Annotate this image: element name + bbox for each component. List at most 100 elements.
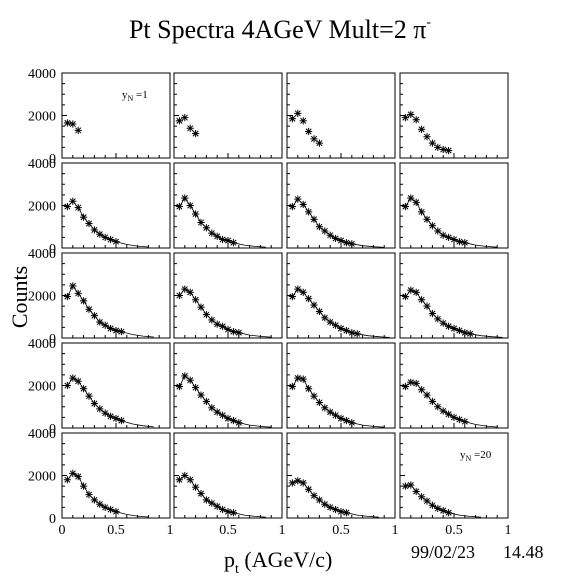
data-point bbox=[294, 109, 302, 117]
data-point bbox=[428, 309, 436, 318]
x-axis-label-sub: t bbox=[235, 562, 239, 577]
data-point bbox=[445, 146, 453, 155]
data-point-stroke bbox=[96, 405, 103, 412]
data-point-stroke bbox=[64, 203, 71, 210]
data-point bbox=[445, 410, 453, 418]
panel-4 bbox=[399, 72, 509, 159]
data-point bbox=[192, 210, 200, 218]
data-point bbox=[63, 119, 71, 127]
data-point-stroke bbox=[102, 234, 109, 241]
data-point-stroke bbox=[440, 407, 447, 415]
chart-title: Pt Spectra 4AGeV Mult=2 π- bbox=[129, 15, 431, 44]
data-point bbox=[181, 372, 189, 380]
data-point bbox=[434, 403, 442, 411]
data-point bbox=[455, 326, 463, 335]
data-point bbox=[412, 487, 420, 496]
data-point-stroke bbox=[423, 497, 431, 505]
data-point bbox=[348, 240, 356, 248]
data-point-stroke bbox=[192, 210, 199, 218]
panel-frame bbox=[286, 72, 396, 159]
data-point bbox=[112, 414, 120, 423]
data-point bbox=[326, 318, 334, 326]
data-point bbox=[423, 497, 431, 505]
data-point bbox=[63, 202, 71, 211]
data-point bbox=[326, 408, 334, 416]
data-point bbox=[63, 381, 71, 390]
data-point bbox=[202, 311, 210, 319]
data-point-stroke bbox=[402, 203, 409, 210]
data-point-stroke bbox=[445, 509, 452, 516]
data-point-stroke bbox=[176, 292, 183, 299]
data-point-stroke bbox=[69, 198, 76, 205]
data-point bbox=[202, 496, 210, 504]
data-point bbox=[80, 385, 88, 393]
data-point-stroke bbox=[310, 302, 318, 309]
data-point bbox=[288, 382, 296, 391]
data-point-stroke bbox=[75, 127, 82, 134]
data-point-stroke bbox=[80, 214, 87, 221]
data-point bbox=[202, 397, 210, 406]
x-tick-label: 1 bbox=[505, 523, 512, 538]
data-point-stroke bbox=[102, 322, 109, 329]
data-point-stroke bbox=[289, 383, 296, 390]
data-point-stroke bbox=[423, 133, 431, 140]
data-point-stroke bbox=[316, 223, 323, 230]
y-tick-label: 2000 bbox=[28, 200, 56, 215]
panel-grid: 0200040000200040000200040000200040000200… bbox=[28, 67, 512, 538]
data-point-stroke bbox=[224, 326, 232, 333]
data-point-stroke bbox=[197, 304, 205, 311]
data-point-stroke bbox=[316, 399, 323, 406]
data-point bbox=[332, 411, 340, 419]
data-point-stroke bbox=[440, 507, 447, 514]
panel-label-rest: =1 bbox=[133, 89, 147, 101]
data-point-stroke bbox=[203, 496, 210, 503]
data-point bbox=[337, 508, 345, 516]
y-tick-label: 0 bbox=[49, 512, 56, 527]
data-point bbox=[315, 223, 323, 231]
panel-label-sub: N bbox=[466, 454, 472, 463]
data-point-stroke bbox=[321, 501, 328, 508]
y-tick-label: 2000 bbox=[28, 470, 56, 485]
data-point bbox=[348, 419, 356, 427]
data-point-stroke bbox=[327, 319, 334, 326]
data-point bbox=[117, 416, 125, 425]
data-point bbox=[310, 215, 318, 223]
data-point-stroke bbox=[327, 232, 334, 239]
data-point bbox=[74, 289, 82, 297]
data-point-stroke bbox=[337, 415, 345, 422]
data-point-stroke bbox=[219, 506, 226, 513]
data-point-stroke bbox=[230, 509, 237, 516]
data-point-stroke bbox=[413, 488, 420, 495]
data-point bbox=[192, 483, 200, 491]
data-point-stroke bbox=[316, 496, 323, 503]
data-point-stroke bbox=[69, 375, 76, 382]
data-point bbox=[401, 202, 409, 211]
data-point-stroke bbox=[219, 323, 226, 330]
data-point bbox=[321, 404, 329, 412]
data-point-stroke bbox=[181, 472, 188, 479]
data-point-stroke bbox=[440, 232, 447, 239]
data-point bbox=[428, 397, 436, 406]
data-point bbox=[96, 230, 104, 238]
date-stamp: 99/02/23 bbox=[411, 542, 475, 562]
x-tick-label: 0.5 bbox=[332, 523, 350, 538]
data-point bbox=[407, 194, 415, 202]
data-point bbox=[90, 399, 98, 408]
data-point bbox=[407, 286, 415, 294]
x-tick-label: 1 bbox=[279, 523, 286, 538]
data-point bbox=[197, 489, 205, 498]
data-point-stroke bbox=[289, 115, 296, 122]
data-point-stroke bbox=[407, 195, 414, 202]
panel-label-rest: =20 bbox=[471, 449, 491, 461]
data-point-stroke bbox=[332, 506, 339, 513]
data-point bbox=[401, 482, 409, 490]
data-point bbox=[461, 239, 469, 247]
data-point-stroke bbox=[413, 199, 420, 206]
data-point-stroke bbox=[450, 414, 458, 421]
data-point bbox=[434, 315, 442, 323]
data-point-stroke bbox=[327, 504, 334, 511]
y-tick-label: 2000 bbox=[28, 290, 56, 305]
data-point-stroke bbox=[407, 287, 414, 294]
data-point-stroke bbox=[214, 409, 221, 416]
data-point bbox=[428, 139, 436, 147]
